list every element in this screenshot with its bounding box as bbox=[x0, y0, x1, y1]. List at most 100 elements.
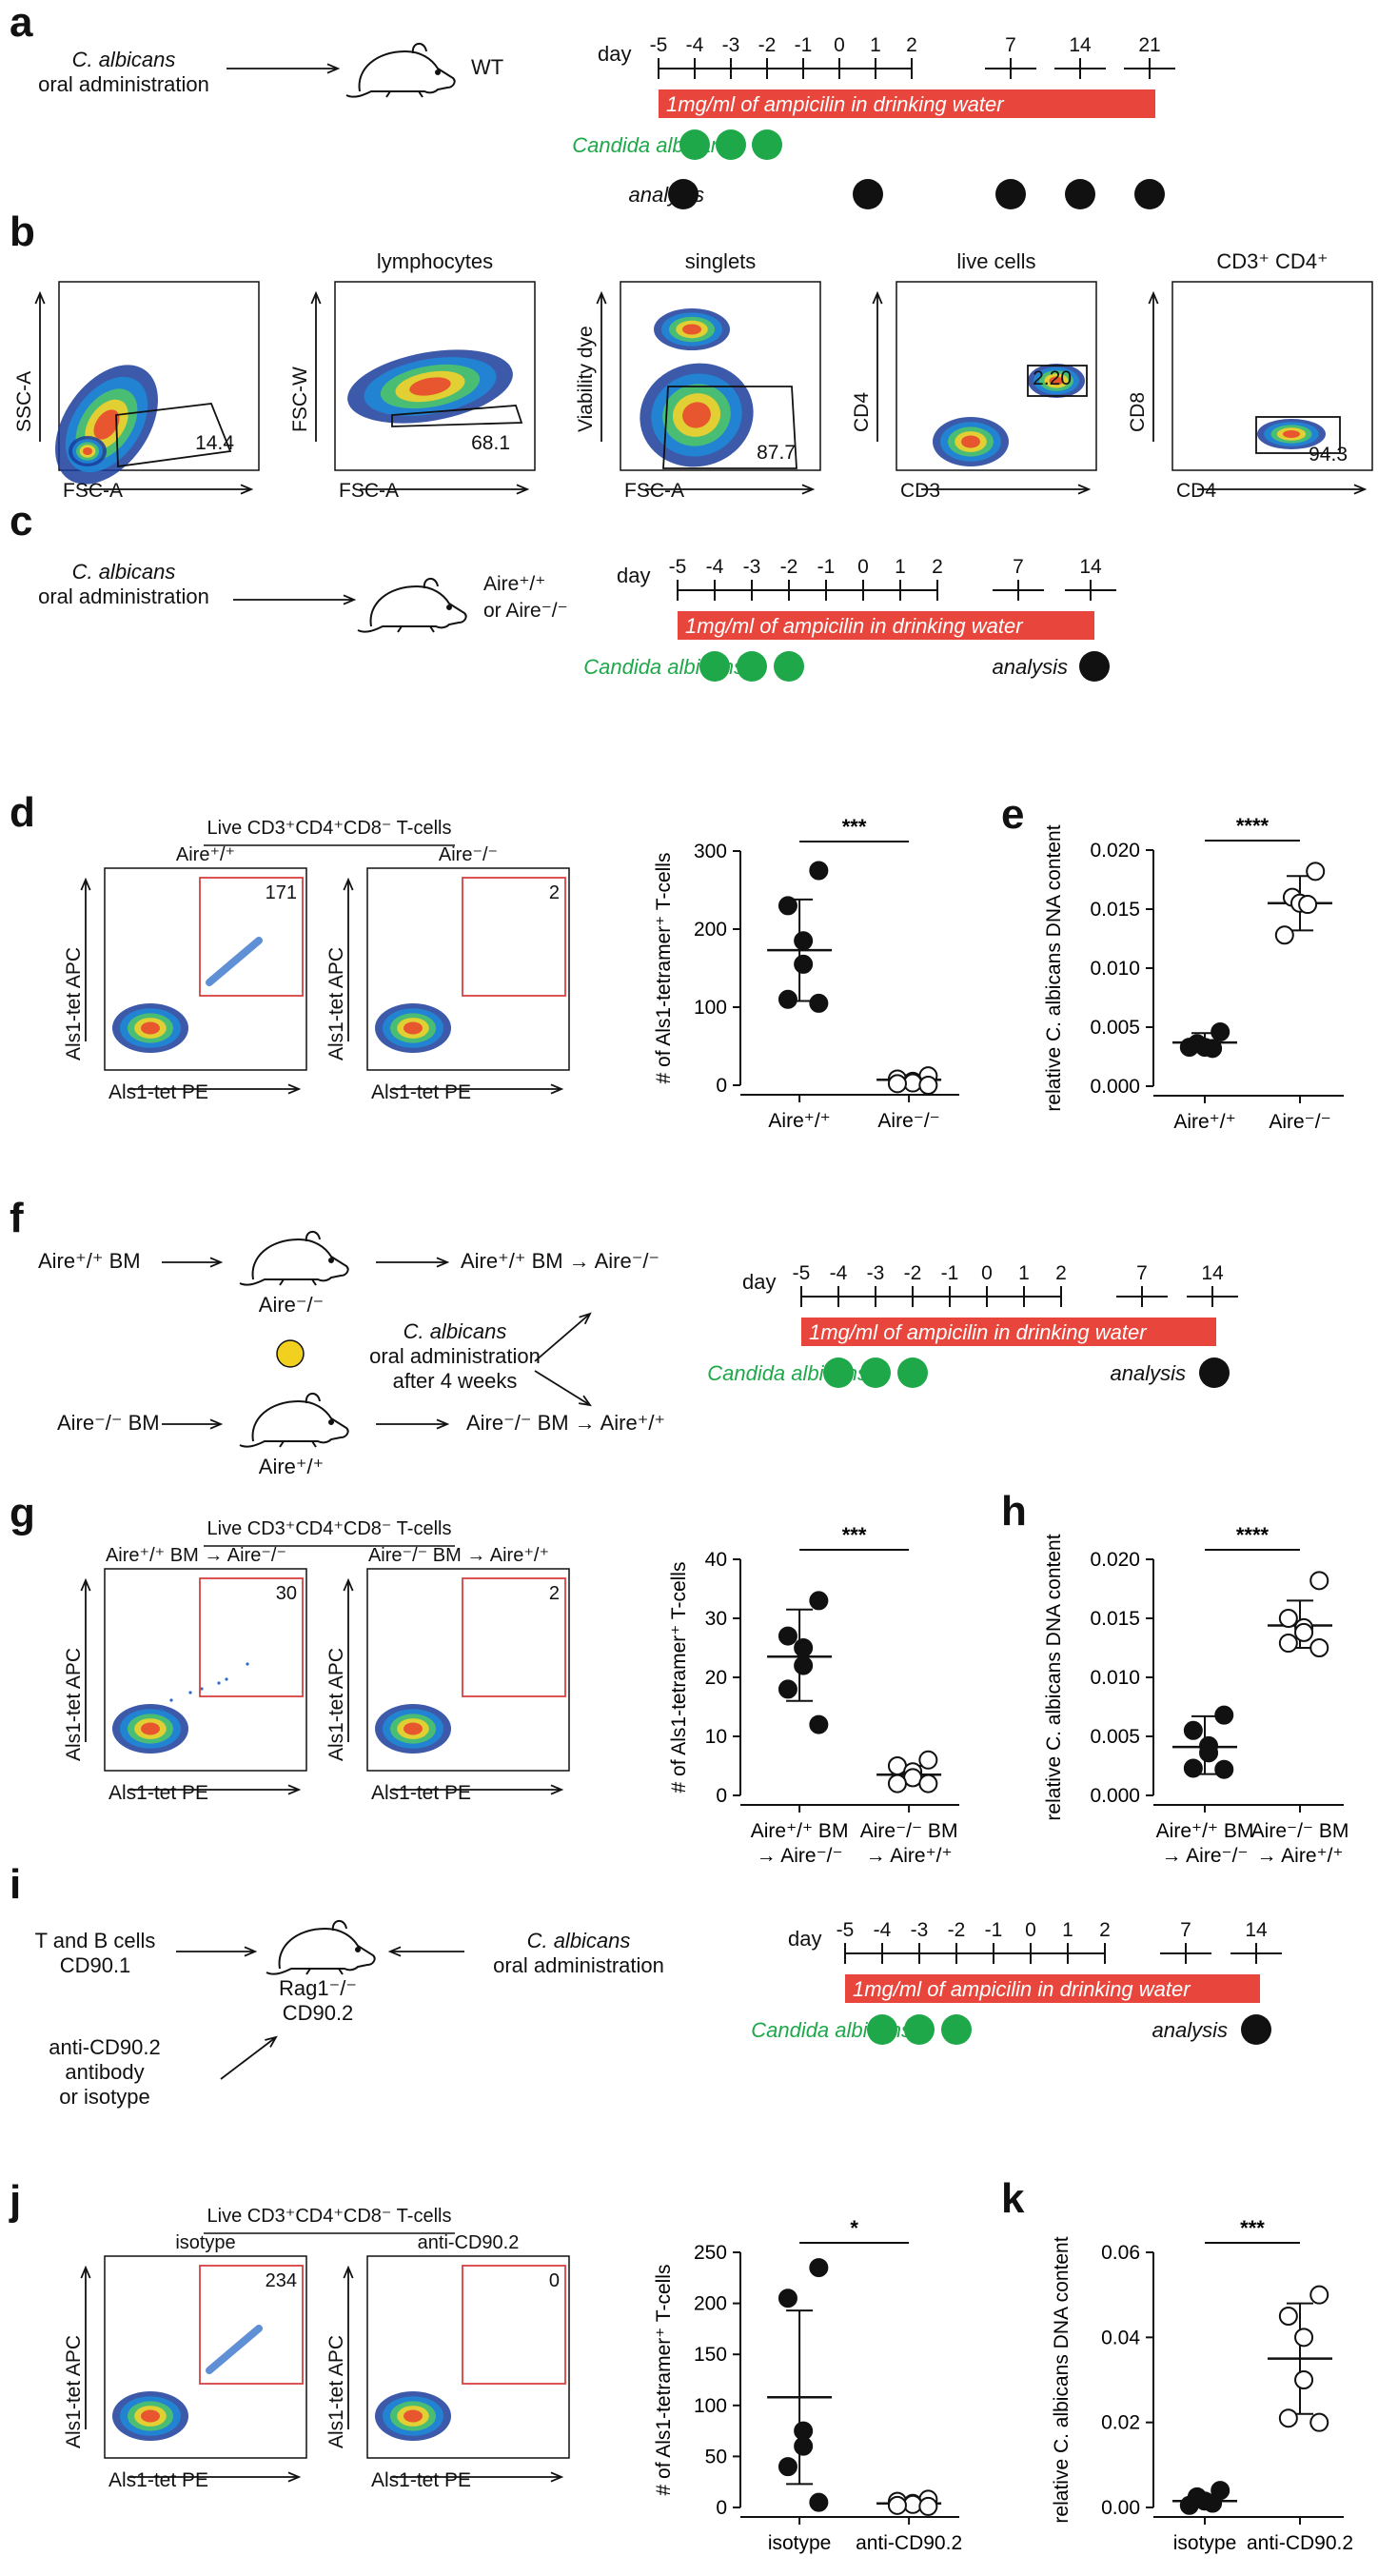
x-axis-label: Als1-tet PE bbox=[371, 2469, 471, 2491]
y-axis-arrow-head bbox=[34, 290, 46, 305]
data-point bbox=[794, 931, 814, 951]
arrow-to-recipient-head bbox=[209, 1257, 224, 1268]
timeline-day-label: 2 bbox=[932, 556, 943, 578]
y-axis-label: Als1-tet APC bbox=[63, 2335, 85, 2448]
cell-event bbox=[200, 1687, 204, 1691]
data-point bbox=[1309, 1638, 1329, 1657]
significance-stars: **** bbox=[1236, 1523, 1270, 1547]
y-axis-arrow-head bbox=[596, 290, 607, 305]
data-point bbox=[1214, 1759, 1234, 1779]
data-point bbox=[794, 1655, 814, 1675]
data-point bbox=[918, 1750, 938, 1770]
x-tick-label: isotype bbox=[1173, 2532, 1237, 2554]
density-contour bbox=[1283, 430, 1300, 438]
y-axis-label: Als1-tet APC bbox=[325, 947, 347, 1060]
panel-letter: g bbox=[10, 1490, 35, 1536]
mouse-body bbox=[239, 1399, 349, 1448]
y-tick-label: 0 bbox=[716, 1075, 727, 1097]
candida-dose-dot bbox=[737, 651, 767, 682]
mouse-feet bbox=[385, 90, 423, 98]
analysis-dot bbox=[995, 179, 1026, 209]
y-tick-label: 200 bbox=[694, 2293, 727, 2315]
analysis-dot bbox=[853, 179, 883, 209]
mouse-feet bbox=[279, 1278, 317, 1286]
mouse-eye bbox=[435, 69, 441, 75]
x-axis-arrow-head bbox=[1077, 484, 1092, 495]
gate bbox=[662, 386, 797, 469]
y-axis-arrow-head bbox=[343, 2265, 354, 2279]
y-axis-label: Als1-tet APC bbox=[325, 1648, 347, 1761]
y-tick-label: 0.020 bbox=[1090, 1549, 1140, 1571]
dot-chart-k: 0.00 0.02 0.04 0.06 relative C. albicans DNA… bbox=[1051, 2216, 1353, 2554]
day-label: day bbox=[617, 564, 650, 587]
treatment-label: oral administration bbox=[38, 72, 209, 96]
timeline-day-label: 2 bbox=[1099, 1919, 1111, 1941]
gate-percent: 14.4 bbox=[195, 432, 234, 454]
data-point bbox=[1211, 1021, 1230, 1041]
mouse-body bbox=[357, 585, 467, 633]
data-point bbox=[887, 1074, 907, 1094]
data-point bbox=[1183, 1758, 1203, 1778]
timeline-day-label: -3 bbox=[867, 1262, 885, 1284]
panel-letter: d bbox=[10, 789, 35, 836]
y-axis-label: Viability dye bbox=[575, 326, 597, 432]
flow-plot bbox=[104, 1568, 307, 1772]
x-tick-label: → Aire⁺/⁺ bbox=[1256, 1845, 1343, 1867]
dot-chart-e: 0.000 0.005 0.010 0.015 0.020 relative C. alb… bbox=[1043, 814, 1344, 1133]
timeline-day-label: 0 bbox=[834, 34, 845, 56]
gate bbox=[199, 2265, 304, 2385]
analysis-dot bbox=[668, 179, 699, 209]
y-tick-label: 0 bbox=[716, 2497, 727, 2519]
analysis-dot bbox=[1241, 2014, 1271, 2045]
arrow-to-mouse bbox=[220, 2036, 277, 2080]
y-tick-label: 40 bbox=[705, 1549, 727, 1571]
cell-event bbox=[160, 1708, 164, 1712]
data-point bbox=[778, 896, 797, 916]
plot-title: Aire⁻/⁻ bbox=[439, 844, 498, 865]
treatment-label: oral administration bbox=[493, 1953, 664, 1977]
gate-count: 2 bbox=[549, 882, 560, 903]
x-tick-label: Aire⁻/⁻ bbox=[1269, 1111, 1330, 1133]
panel-letter: k bbox=[1001, 2175, 1025, 2222]
dot-chart-h: 0.000 0.005 0.010 0.015 0.020 relative C. alb… bbox=[1043, 1523, 1348, 1867]
data-point bbox=[1203, 1039, 1223, 1059]
data-point bbox=[1214, 1705, 1234, 1725]
cell-streak bbox=[206, 2325, 263, 2374]
radiation-icon bbox=[276, 1339, 305, 1368]
flow-plot bbox=[334, 281, 536, 471]
data-point bbox=[1294, 2370, 1314, 2389]
cell-streak bbox=[206, 937, 263, 986]
panel-letter: i bbox=[10, 1861, 21, 1908]
x-tick-label: Aire⁺/⁺ bbox=[1173, 1111, 1235, 1133]
data-point bbox=[1199, 1743, 1219, 1763]
candida-dose-dot bbox=[823, 1357, 854, 1388]
y-axis-arrow-head bbox=[1148, 290, 1159, 305]
timeline-day-label: 1 bbox=[1062, 1919, 1073, 1941]
x-axis-arrow-head bbox=[550, 1784, 564, 1795]
density-contour bbox=[404, 1722, 423, 1735]
y-axis-label: # of Als1-tetramer⁺ T-cells bbox=[653, 853, 675, 1084]
analysis-label: analysis bbox=[993, 655, 1068, 679]
data-point bbox=[1278, 2307, 1298, 2326]
y-axis-label: Als1-tet APC bbox=[63, 947, 85, 1060]
x-tick-label: Aire⁻/⁻ bbox=[877, 1110, 939, 1132]
data-point bbox=[778, 2457, 797, 2477]
plot-title: anti-CD90.2 bbox=[418, 2232, 520, 2253]
timeline-day-label: -1 bbox=[795, 34, 813, 56]
timeline-day-label: 7 bbox=[1180, 1919, 1191, 1941]
y-axis-label: relative C. albicans DNA content bbox=[1051, 2236, 1073, 2523]
y-axis-label: FSC-W bbox=[289, 367, 311, 432]
data-point bbox=[1309, 1571, 1329, 1591]
x-axis-label: CD4 bbox=[1176, 480, 1216, 502]
mouse-icon bbox=[345, 43, 456, 98]
treatment-label: C. albicans bbox=[72, 560, 176, 584]
candida-dose-dot bbox=[679, 129, 710, 160]
timeline-day-label: -1 bbox=[985, 1919, 1003, 1941]
treatment-label: C. albicans bbox=[404, 1319, 507, 1343]
y-tick-label: 0.04 bbox=[1101, 2327, 1140, 2348]
data-point bbox=[918, 2496, 938, 2516]
gate-count: 171 bbox=[266, 882, 297, 903]
density-contour bbox=[141, 1722, 160, 1735]
data-point bbox=[778, 2289, 797, 2308]
x-axis-label: FSC-A bbox=[339, 480, 399, 502]
